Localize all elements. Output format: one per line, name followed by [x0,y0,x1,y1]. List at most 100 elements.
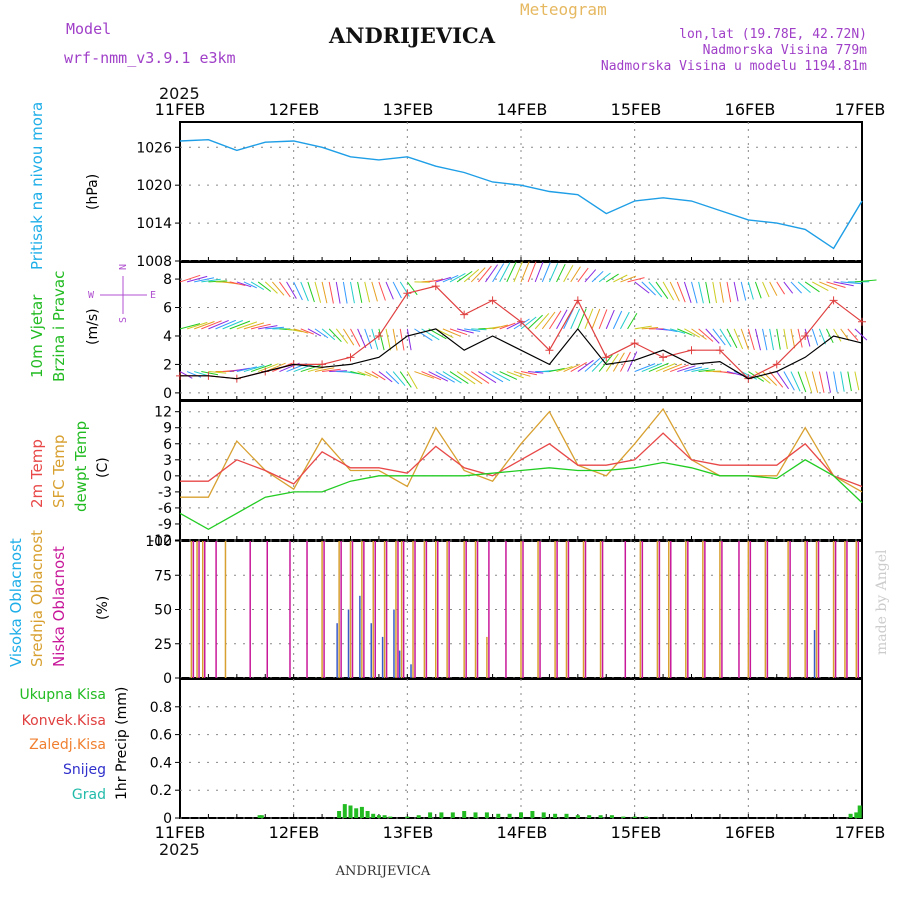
wind-arrow [847,328,859,341]
precip-bar [382,815,387,818]
wind-arrow [179,274,201,283]
wind-arrow [428,278,444,283]
wind-arrow [740,328,749,350]
wind-arrow [662,328,678,333]
wind-arrow [201,371,219,376]
wind-arrow [677,365,696,373]
wind-arrow [826,328,834,344]
wind-arrow [577,308,587,330]
wind-arrow [236,281,252,288]
panel-frame [179,678,863,819]
wind-compass: N W E S [88,264,156,323]
wind-arrow [279,281,291,298]
wind-arrow [570,308,581,330]
precip-bar [405,816,410,818]
wind-arrow [662,363,683,373]
wind-arrow [719,281,724,303]
wind-arrow [357,371,372,377]
wind-arrow [293,363,314,373]
wind-arrow [691,367,709,373]
wind-arrow [257,363,279,373]
wind-arrow [719,371,735,375]
precip-bar [365,811,370,818]
wind-arrow [847,371,852,392]
gust-marker [602,353,611,362]
precip-bar [416,815,421,818]
wind-arrow [605,309,615,330]
y-tick-label: 9 [163,421,172,437]
wind-arrow [378,371,393,383]
wind-arrow [342,328,355,346]
day-labels-bottom: 11FEB 12FEB 13FEB 14FEB 15FEB 16FEB 17FE… [155,823,886,842]
wind-arrow [641,362,662,373]
gust-marker [630,339,639,348]
wind-arrow [548,310,562,330]
wind-unit: (m/s) [85,308,101,345]
day-label-bottom-1: 12FEB [269,823,320,842]
wind-arrow [350,328,361,347]
wind-arrow [371,371,386,381]
wind-arrow [670,328,686,334]
wind-arrow [669,281,680,302]
wind-arrow [208,319,229,330]
gust-marker [573,296,582,305]
wind-arrow [620,275,637,283]
wind-arrow [684,328,700,338]
wind-arrow [556,263,566,283]
lonlat-text: lon,lat (19.78E, 42.72N) [679,27,867,42]
wind-arrow [825,371,831,393]
y-tick-label: 1014 [136,216,172,232]
wind-arrow [527,261,537,283]
wind-arrow [641,327,659,330]
wind-arrow [392,328,398,351]
precip-bar [598,815,603,818]
wind-arrow [307,328,322,337]
wind-arrow [271,281,285,296]
compass-north: N [118,264,129,270]
wind-arrow [364,281,370,303]
wind-arrow [804,371,813,393]
y-tick-label: 0 [163,386,172,402]
plot-layer: 100810141020102602468-12-9-6-30369120255… [136,121,877,827]
wind-arrow [378,281,386,301]
wind-arrow [676,281,686,303]
y-tick-label: 0.8 [150,700,172,716]
wind-arrow [257,281,272,292]
precip-bar [848,813,853,818]
day-label-top-6: 17FEB [835,100,886,119]
wind-arrow [591,308,601,330]
precip-bar [371,813,376,818]
wind-arrow [499,262,511,283]
wind-arrow [470,371,490,384]
y-tick-label: 3 [163,453,172,469]
wind-arrow [747,328,755,351]
wind-arrow [754,328,761,351]
precip-legend-total: Ukupna Kisa [19,687,106,703]
wind-arrow [698,369,715,373]
gust-marker [687,346,696,355]
wind-arrow [321,281,328,304]
temp-title-sfc: SFC Temp [50,435,68,508]
wind-arrow [186,321,208,330]
wind-arrow [818,371,825,393]
wind-arrow [783,371,795,391]
wind-arrow [627,313,638,330]
panel-precip: 0 0.2 0.4 0.6 0.8 [150,678,863,827]
precip-bar [462,811,467,818]
wind-title-1: 10m Vjetar [28,294,46,378]
wind-arrow [683,281,692,303]
precip-bar [342,804,347,818]
wind-arrow [790,281,802,294]
y-tick-label: 75 [154,568,172,584]
wind-arrow [399,371,412,388]
wind-arrow [577,267,589,283]
wind-arrow [762,328,768,351]
wind-arrow [527,314,543,330]
wind-arrow [797,371,807,393]
y-tick-label: 50 [154,603,172,619]
wind-arrow [598,309,608,330]
wind-arrow [520,316,537,330]
y-tick-label: 2 [163,357,172,373]
wind-arrow [513,318,530,330]
precip-bar [259,815,264,818]
